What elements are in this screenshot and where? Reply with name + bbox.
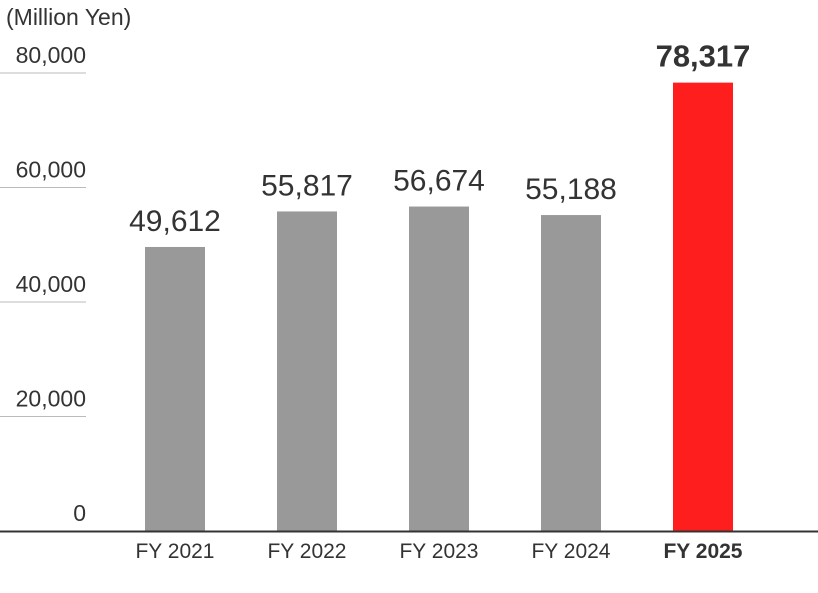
- bar: [673, 82, 733, 531]
- bar: [409, 206, 469, 531]
- bar: [145, 246, 205, 531]
- y-tick-label: 40,000: [16, 271, 86, 297]
- y-tick-label: 60,000: [16, 157, 86, 183]
- x-tick-label: FY 2023: [399, 540, 478, 563]
- bar-value-label: 55,188: [525, 173, 617, 206]
- y-tick-label: 20,000: [16, 386, 86, 412]
- bar: [541, 215, 601, 531]
- bar-value-label: 55,817: [261, 169, 353, 202]
- bar-value-label: 49,612: [129, 205, 221, 238]
- x-tick-label: FY 2025: [663, 540, 742, 563]
- x-tick-label: FY 2024: [531, 540, 610, 563]
- bar-value-label: 78,317: [656, 39, 751, 74]
- y-tick-label: 80,000: [16, 42, 86, 68]
- y-tick-label: 0: [73, 500, 86, 526]
- x-tick-label: FY 2021: [135, 540, 214, 563]
- bar-value-label: 56,674: [393, 165, 485, 198]
- x-tick-label: FY 2022: [267, 540, 346, 563]
- bar: [277, 211, 337, 531]
- y-unit-label: (Million Yen): [6, 4, 132, 30]
